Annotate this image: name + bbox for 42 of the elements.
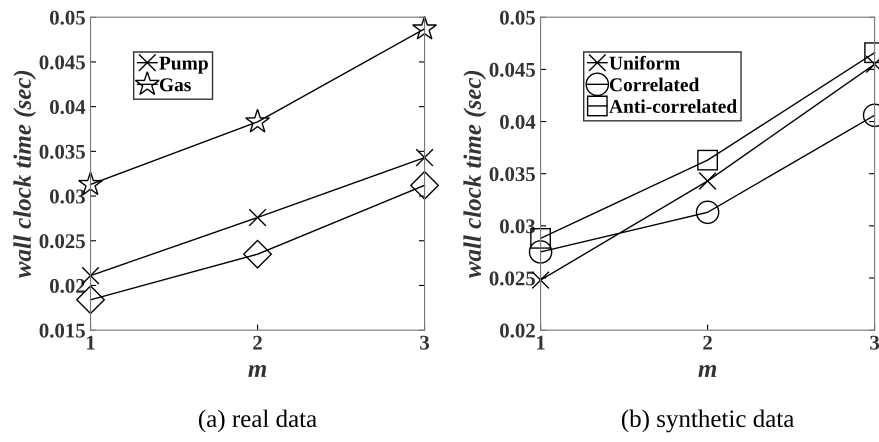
x-tick-label: 2 bbox=[703, 336, 712, 350]
x-axis-title: m bbox=[698, 365, 716, 377]
point bbox=[697, 150, 718, 171]
y-tick-label: 0.05 bbox=[500, 10, 535, 25]
point bbox=[696, 200, 720, 224]
y-tick-label: 0.05 bbox=[50, 10, 85, 25]
y-tick-label: 0.045 bbox=[490, 62, 535, 77]
point bbox=[410, 170, 439, 200]
legend-label: Pump bbox=[159, 56, 208, 74]
y-tick-label: 0.035 bbox=[490, 167, 535, 182]
y-tick-label: 0.025 bbox=[40, 234, 85, 248]
legend-label: Uniform bbox=[609, 56, 680, 70]
y-tick-label: 0.025 bbox=[490, 271, 535, 286]
legend-label: Correlated bbox=[610, 78, 700, 92]
y-tick-label: 0.015 bbox=[40, 324, 85, 338]
y-tick-label: 0.04 bbox=[50, 100, 86, 114]
point bbox=[698, 172, 717, 190]
y-tick-label: 0.02 bbox=[500, 324, 535, 338]
x-tick-label: 1 bbox=[87, 336, 95, 350]
x-tick-label: 3 bbox=[870, 336, 879, 350]
text: (b) synthetic data bbox=[622, 410, 794, 432]
y-tick-label: 0.02 bbox=[50, 278, 85, 293]
legend-label: Gas bbox=[160, 78, 191, 92]
point bbox=[243, 240, 272, 269]
x-axis-title: m bbox=[248, 365, 266, 377]
x-tick-label: 2 bbox=[253, 336, 262, 350]
point bbox=[412, 16, 438, 40]
y-axis-title: wall clock time (sec) bbox=[13, 70, 36, 278]
y-tick-label: 0.04 bbox=[500, 114, 536, 130]
point bbox=[416, 148, 434, 167]
y-tick-label: 0.045 bbox=[40, 55, 85, 70]
y-tick-label: 0.03 bbox=[50, 189, 85, 204]
y-tick-label: 0.03 bbox=[500, 219, 536, 234]
point bbox=[528, 240, 552, 264]
y-tick-label: 0.035 bbox=[40, 144, 85, 159]
legend-label: Anti-correlated bbox=[609, 99, 737, 113]
point bbox=[248, 208, 267, 227]
point bbox=[244, 108, 270, 133]
y-axis-title: wall clock time (sec) bbox=[463, 70, 486, 278]
x-tick-label: 1 bbox=[537, 336, 545, 350]
x-tick-label: 3 bbox=[420, 336, 430, 350]
text: (a) real data bbox=[198, 410, 317, 432]
